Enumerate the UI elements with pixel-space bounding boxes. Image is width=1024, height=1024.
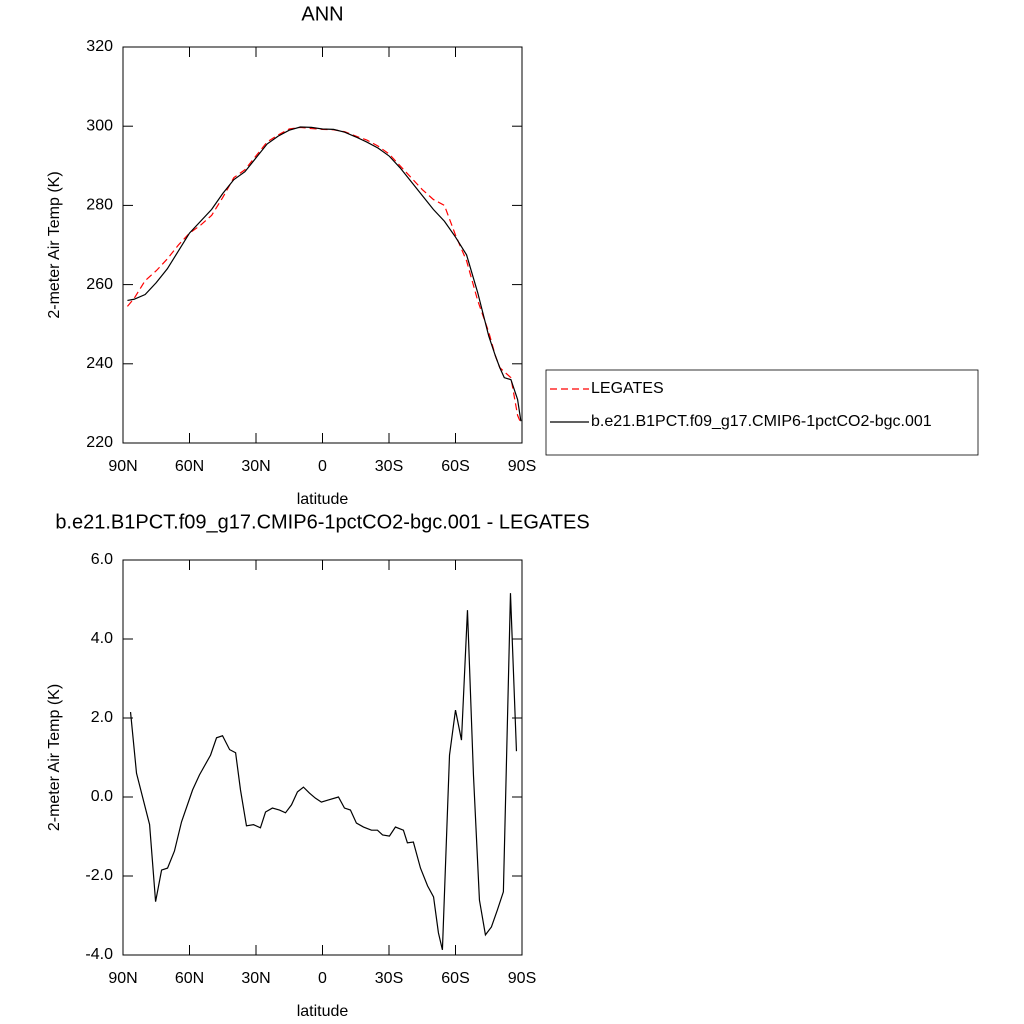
legend-label: b.e21.B1PCT.f09_g17.CMIP6-1pctCO2-bgc.00… xyxy=(591,413,932,430)
x-tick-label: 30N xyxy=(241,458,270,475)
x-tick-label: 60S xyxy=(441,970,469,987)
y-axis-label: 2-meter Air Temp (K) xyxy=(46,171,63,318)
x-tick-label: 90S xyxy=(508,970,536,987)
x-tick-label: 90N xyxy=(108,970,137,987)
x-tick-label: 60N xyxy=(175,458,204,475)
data-line xyxy=(129,593,518,951)
y-tick-label: 320 xyxy=(86,38,113,55)
y-tick-label: -4.0 xyxy=(85,946,113,963)
y-tick-label: 220 xyxy=(86,434,113,451)
data-line xyxy=(127,126,522,422)
x-tick-label: 0 xyxy=(318,458,327,475)
y-tick-label: -2.0 xyxy=(85,867,113,884)
x-tick-label: 90S xyxy=(508,458,536,475)
x-tick-label: 30N xyxy=(241,970,270,987)
data-line xyxy=(126,126,522,424)
x-tick-label: 90N xyxy=(108,458,137,475)
x-tick-label: 60N xyxy=(175,970,204,987)
chart-title: ANN xyxy=(301,3,343,25)
y-tick-label: 2.0 xyxy=(91,709,113,726)
y-tick-label: 300 xyxy=(86,117,113,134)
y-tick-label: 280 xyxy=(86,197,113,214)
y-tick-label: 260 xyxy=(86,276,113,293)
plot-frame xyxy=(122,46,523,444)
x-tick-label: 30S xyxy=(375,970,403,987)
x-tick-label: 60S xyxy=(441,458,469,475)
y-tick-label: 4.0 xyxy=(91,630,113,647)
x-tick-label: 0 xyxy=(318,970,327,987)
y-tick-label: 240 xyxy=(86,355,113,372)
legend-box xyxy=(545,369,979,456)
x-tick-label: 30S xyxy=(375,458,403,475)
y-axis-label: 2-meter Air Temp (K) xyxy=(46,684,63,831)
x-axis-label: latitude xyxy=(297,491,349,508)
legend-label: LEGATES xyxy=(591,380,664,397)
x-axis-label: latitude xyxy=(297,1003,349,1020)
y-tick-label: 0.0 xyxy=(91,788,113,805)
plot-frame xyxy=(122,559,523,956)
y-tick-label: 6.0 xyxy=(91,551,113,568)
chart-title: b.e21.B1PCT.f09_g17.CMIP6-1pctCO2-bgc.00… xyxy=(55,511,589,533)
